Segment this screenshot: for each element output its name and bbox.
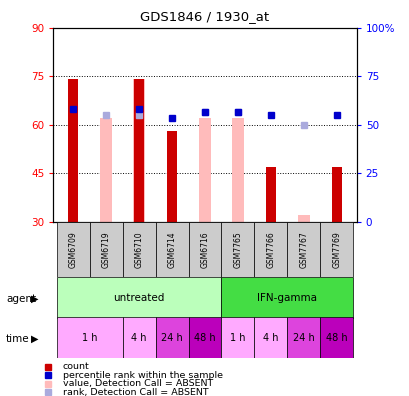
Bar — [320, 317, 353, 358]
Text: ▶: ▶ — [31, 333, 38, 344]
Bar — [297, 215, 310, 222]
Text: GSM6716: GSM6716 — [200, 231, 209, 268]
Text: GSM7769: GSM7769 — [332, 231, 341, 268]
Bar — [68, 80, 78, 222]
Text: 48 h: 48 h — [194, 333, 215, 343]
Bar — [188, 222, 221, 277]
Text: 4 h: 4 h — [263, 333, 278, 343]
Bar — [56, 222, 89, 277]
Text: GDS1846 / 1930_at: GDS1846 / 1930_at — [140, 10, 269, 23]
Text: 1 h: 1 h — [230, 333, 245, 343]
Text: GSM7767: GSM7767 — [299, 231, 308, 268]
Text: GSM7766: GSM7766 — [266, 231, 275, 268]
Bar — [254, 222, 287, 277]
Bar — [221, 317, 254, 358]
Text: GSM7765: GSM7765 — [233, 231, 242, 268]
Bar — [155, 222, 188, 277]
Text: agent: agent — [6, 294, 36, 304]
Bar — [134, 80, 143, 222]
Bar — [188, 317, 221, 358]
Text: 24 h: 24 h — [292, 333, 314, 343]
Bar — [287, 222, 320, 277]
Text: IFN-gamma: IFN-gamma — [257, 293, 317, 303]
Text: GSM6719: GSM6719 — [101, 231, 110, 268]
Bar — [320, 222, 353, 277]
Bar — [155, 317, 188, 358]
Bar — [287, 317, 320, 358]
Text: rank, Detection Call = ABSENT: rank, Detection Call = ABSENT — [63, 388, 208, 396]
Bar — [99, 118, 112, 222]
Text: percentile rank within the sample: percentile rank within the sample — [63, 371, 222, 380]
Bar — [254, 317, 287, 358]
Text: GSM6709: GSM6709 — [68, 231, 77, 268]
Text: 24 h: 24 h — [161, 333, 182, 343]
Text: count: count — [63, 362, 89, 371]
Bar — [89, 222, 122, 277]
Bar — [331, 167, 341, 222]
Text: untreated: untreated — [113, 293, 164, 303]
Bar — [198, 118, 211, 222]
Bar — [122, 222, 155, 277]
Text: 4 h: 4 h — [131, 333, 146, 343]
Text: 48 h: 48 h — [325, 333, 347, 343]
Bar — [56, 277, 221, 319]
Text: GSM6714: GSM6714 — [167, 231, 176, 268]
Text: time: time — [6, 333, 30, 344]
Text: 1 h: 1 h — [82, 333, 97, 343]
Bar — [221, 222, 254, 277]
Text: value, Detection Call = ABSENT: value, Detection Call = ABSENT — [63, 379, 212, 388]
Bar — [266, 167, 275, 222]
Bar — [167, 131, 176, 222]
Bar — [122, 317, 155, 358]
Bar — [133, 80, 145, 222]
Bar — [231, 118, 244, 222]
Text: GSM6710: GSM6710 — [134, 231, 143, 268]
Bar — [221, 277, 353, 319]
Bar — [56, 317, 122, 358]
Text: ▶: ▶ — [31, 294, 38, 304]
